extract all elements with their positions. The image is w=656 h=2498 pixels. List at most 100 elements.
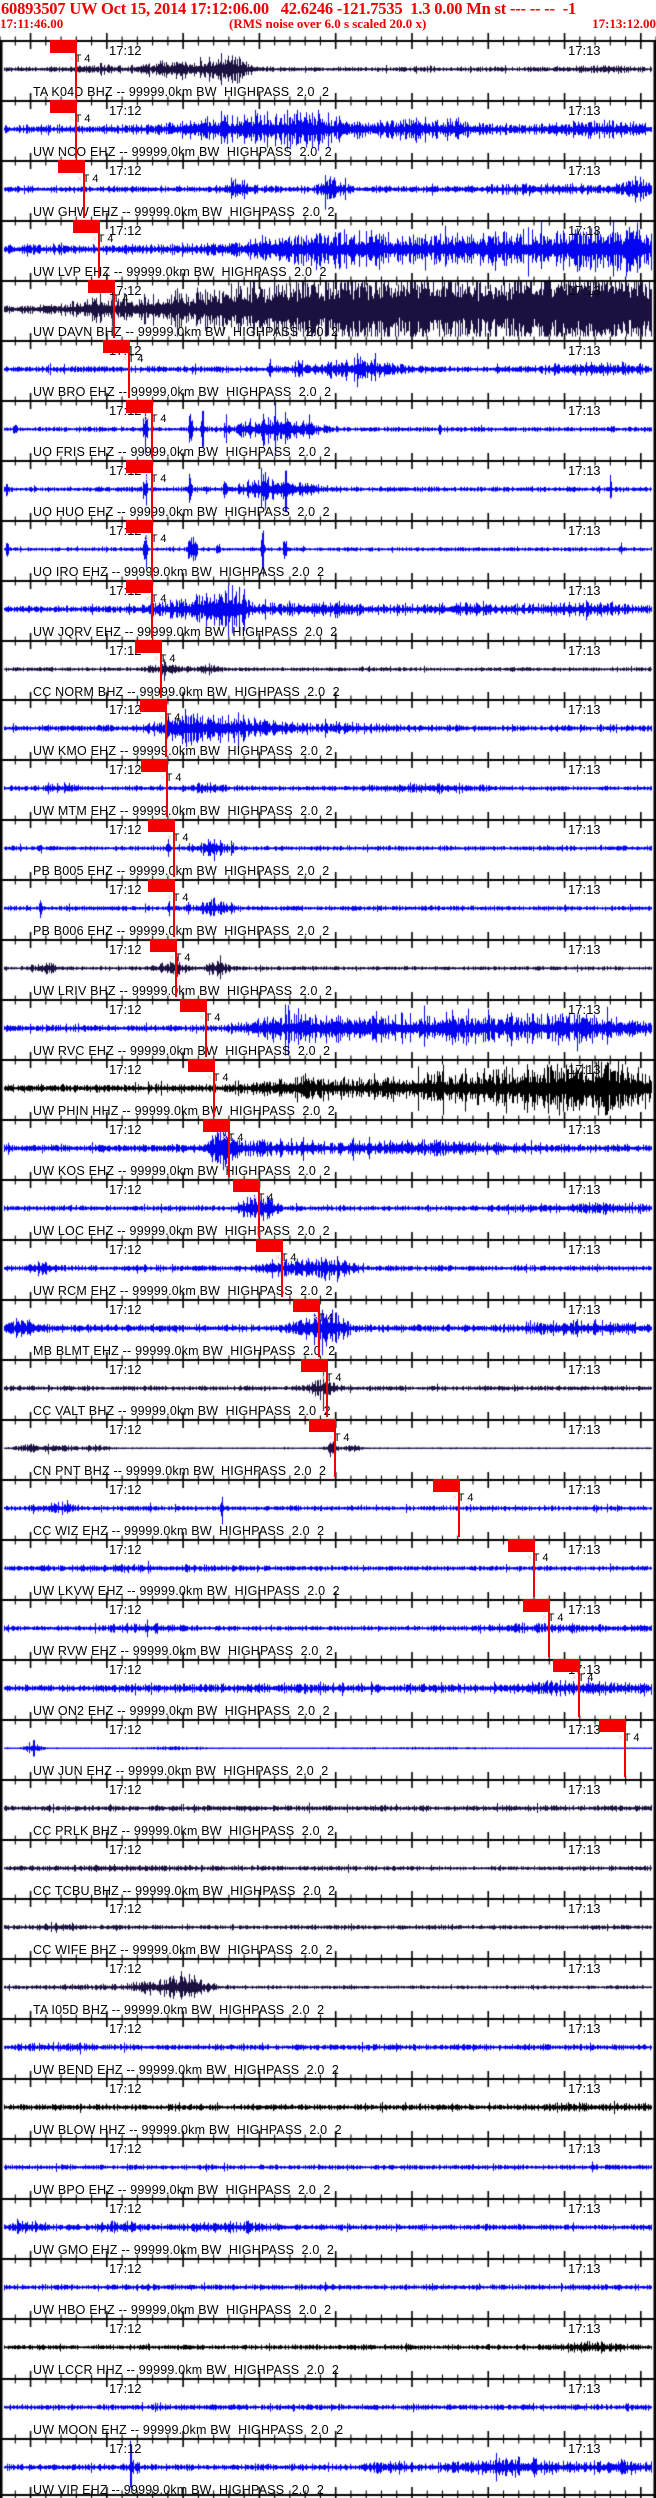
pick-marker[interactable]: ×T 4 [433,1479,473,1537]
minute-label-left: 17:12 [109,643,142,658]
trace-row-fris[interactable]: 17:12 17:13 ×T 4 UO FRIS EHZ -- 99999.0k… [0,400,656,460]
trace-row-lvp[interactable]: 17:12 17:13 ×T 4 UW LVP EHZ -- 99999.0km… [0,220,656,280]
trace-row-k04d[interactable]: 17:12 17:13 ×T 4 TA K04D BHZ -- 99999.0k… [0,40,656,100]
trace-row-rcm[interactable]: 17:12 17:13 ×T 4 UW RCM EHZ -- 99999.0km… [0,1239,656,1299]
minute-label-right: 17:13 [568,1422,601,1437]
pick-phase-label: T 4 [325,1372,342,1384]
minute-label-left: 17:12 [109,1662,142,1677]
station-label: CC VALT BHZ -- 99999.0km BW HIGHPASS 2.0… [33,1404,331,1418]
trace-row-wiz[interactable]: 17:12 17:13 ×T 4 CC WIZ EHZ -- 99999.0km… [0,1479,656,1539]
trace-row-bend[interactable]: 17:12 17:13 UW BEND EHZ -- 99999.0km BW … [0,2018,656,2078]
trace-row-rvc[interactable]: 17:12 17:13 ×T 4 UW RVC EHZ -- 99999.0km… [0,999,656,1059]
trace-row-vip[interactable]: 17:12 17:13 UW VIP EHZ -- 99999.0km BW H… [0,2438,656,2498]
trace-row-lccr[interactable]: 17:12 17:13 UW LCCR HHZ -- 99999.0km BW … [0,2318,656,2378]
pick-flag-icon: × [144,473,151,485]
pick-marker[interactable]: ×T 4 [508,1539,548,1597]
trace-row-rvw[interactable]: 17:12 17:13 ×T 4 UW RVW EHZ -- 99999.0km… [0,1599,656,1659]
pick-flag-icon: × [274,1252,281,1264]
trace-row-lkvw[interactable]: 17:12 17:13 ×T 4 UW LKVW EHZ -- 99999.0k… [0,1539,656,1599]
pick-marker[interactable]: ×T 4 [73,220,113,278]
pick-phase-label: T 4 [457,1492,474,1504]
trace-row-blmt[interactable]: 17:12 17:13 ×T 4 MB BLMT EHZ -- 99999.0k… [0,1299,656,1359]
trace-row-blow[interactable]: 17:12 17:13 UW BLOW HHZ -- 99999.0km BW … [0,2078,656,2138]
pick-marker[interactable]: ×T 4 [233,1179,273,1237]
station-label: CC WIZ EHZ -- 99999.0km BW HIGHPASS 2.0 … [33,1524,325,1538]
minute-label-right: 17:13 [568,43,601,58]
pick-marker[interactable]: ×T 4 [126,400,166,458]
pick-time-line [173,892,175,937]
trace-row-tcbu[interactable]: 17:12 17:13 CC TCBU BHZ -- 99999.0km BW … [0,1839,656,1899]
pick-phase-label: T 4 [317,1312,334,1324]
trace-row-gmo[interactable]: 17:12 17:13 UW GMO EHZ -- 99999.0km BW H… [0,2198,656,2258]
pick-marker[interactable]: ×T 4 [50,40,90,98]
trace-row-mtm[interactable]: 17:12 17:13 ×T 4 UW MTM EHZ -- 99999.0km… [0,759,656,819]
pick-marker[interactable]: ×T 4 [135,640,175,698]
trace-row-bpo[interactable]: 17:12 17:13 UW BPO EHZ -- 99999.0km BW H… [0,2138,656,2198]
trace-row-b006[interactable]: 17:12 17:13 ×T 4 PB B006 EHZ -- 99999.0k… [0,879,656,939]
pick-marker[interactable]: ×T 4 [188,1059,228,1117]
trace-row-nco[interactable]: 17:12 17:13 ×T 4 UW NCO EHZ -- 99999.0km… [0,100,656,160]
trace-row-huo[interactable]: 17:12 17:13 ×T 4 UO HUO EHZ -- 99999.0km… [0,460,656,520]
minute-label-left: 17:12 [109,822,142,837]
trace-row-davn[interactable]: 17:12 17:13 ×T 4 UW DAVN BHZ -- 99999.0k… [0,280,656,340]
pick-marker[interactable]: ×T 4 [126,580,166,638]
pick-marker[interactable]: ×T 4 [58,160,98,218]
pick-marker[interactable]: ×T 4 [203,1119,243,1177]
pick-marker[interactable]: ×T 4 [50,100,90,158]
pick-marker[interactable]: ×T 4 [141,759,181,817]
trace-row-i05d[interactable]: 17:12 17:13 TA I05D BHZ -- 99999.0km BW … [0,1958,656,2018]
pick-marker[interactable]: ×T 4 [126,520,166,578]
pick-marker[interactable]: ×T 4 [553,1659,593,1717]
trace-row-moon[interactable]: 17:12 17:13 UW MOON EHZ -- 99999.0km BW … [0,2378,656,2438]
station-label: CC WIFE BHZ -- 99999.0km BW HIGHPASS 2.0… [33,1943,333,1957]
minute-label-right: 17:13 [568,1482,601,1497]
trace-row-jun[interactable]: 17:12 17:13 ×T 4 UW JUN EHZ -- 99999.0km… [0,1719,656,1779]
trace-row-valt[interactable]: 17:12 17:13 ×T 4 CC VALT BHZ -- 99999.0k… [0,1359,656,1419]
trace-row-wife[interactable]: 17:12 17:13 CC WIFE BHZ -- 99999.0km BW … [0,1898,656,1958]
pick-marker[interactable]: ×T 4 [150,939,190,997]
pick-marker[interactable]: ×T 4 [148,879,188,937]
pick-marker[interactable]: ×T 4 [140,699,180,757]
minute-label-right: 17:13 [568,1901,601,1916]
pick-flag-icon: × [168,952,175,964]
trace-row-bro[interactable]: 17:12 17:13 ×T 4 UW BRO EHZ -- 99999.0km… [0,340,656,400]
trace-row-lriv[interactable]: 17:12 17:13 ×T 4 UW LRIV BHZ -- 99999.0k… [0,939,656,999]
station-label: UW MOON EHZ -- 99999.0km BW HIGHPASS 2.0… [33,2423,344,2437]
station-label: UW RVC EHZ -- 99999.0km BW HIGHPASS 2.0 … [33,1044,331,1058]
pick-phase-label: T 4 [547,1612,564,1624]
pick-marker[interactable]: ×T 4 [301,1359,341,1417]
trace-row-on2[interactable]: 17:12 17:13 ×T 4 UW ON2 EHZ -- 99999.0km… [0,1659,656,1719]
trace-row-kmo[interactable]: 17:12 17:13 ×T 4 UW KMO EHZ -- 99999.0km… [0,699,656,759]
pick-marker[interactable]: ×T 4 [309,1419,349,1477]
pick-marker[interactable]: ×T 4 [599,1719,639,1777]
pick-marker[interactable]: ×T 4 [523,1599,563,1657]
station-label: UW MTM EHZ -- 99999.0km BW HIGHPASS 2.0 … [33,804,333,818]
pick-time-line [151,593,153,638]
minute-label-left: 17:12 [109,43,142,58]
trace-row-ghw[interactable]: 17:12 17:13 ×T 4 UW GHW EHZ -- 99999.0km… [0,160,656,220]
pick-marker[interactable]: ×T 4 [180,999,220,1057]
station-label: UW LVP EHZ -- 99999.0km BW HIGHPASS 2.0 … [33,265,327,279]
trace-row-b005[interactable]: 17:12 17:13 ×T 4 PB B005 EHZ -- 99999.0k… [0,819,656,879]
pick-marker[interactable]: ×T 4 [103,340,143,398]
pick-marker[interactable]: ×T 4 [148,819,188,877]
trace-row-phin[interactable]: 17:12 17:13 ×T 4 UW PHIN HHZ -- 99999.0k… [0,1059,656,1119]
trace-row-kos[interactable]: 17:12 17:13 ×T 4 UW KOS EHZ -- 99999.0km… [0,1119,656,1179]
station-label: UW KMO EHZ -- 99999.0km BW HIGHPASS 2.0 … [33,744,333,758]
trace-row-prlk[interactable]: 17:12 17:13 CC PRLK BHZ -- 99999.0km BW … [0,1779,656,1839]
pick-marker[interactable]: ×T 4 [293,1299,333,1357]
pick-marker[interactable]: ×T 4 [88,280,128,338]
trace-row-jqrv[interactable]: 17:12 17:13 ×T 4 UW JQRV EHZ -- 99999.0k… [0,580,656,640]
trace-row-norm[interactable]: 17:12 17:13 ×T 4 CC NORM BHZ -- 99999.0k… [0,640,656,700]
pick-marker[interactable]: ×T 4 [256,1239,296,1297]
minute-label-right: 17:13 [568,2201,601,2216]
minute-label-right: 17:13 [568,762,601,777]
trace-row-pnt[interactable]: 17:12 17:13 ×T 4 CN PNT BHZ -- 99999.0km… [0,1419,656,1479]
pick-marker[interactable]: ×T 4 [126,460,166,518]
trace-row-hbo[interactable]: 17:12 17:13 UW HBO EHZ -- 99999.0km BW H… [0,2258,656,2318]
trace-row-loc[interactable]: 17:12 17:13 ×T 4 UW LOC EHZ -- 99999.0km… [0,1179,656,1239]
pick-phase-label: T 4 [577,1672,594,1684]
minute-label-left: 17:12 [109,2381,142,2396]
trace-row-iro[interactable]: 17:12 17:13 ×T 4 UO IRO EHZ -- 99999.0km… [0,520,656,580]
